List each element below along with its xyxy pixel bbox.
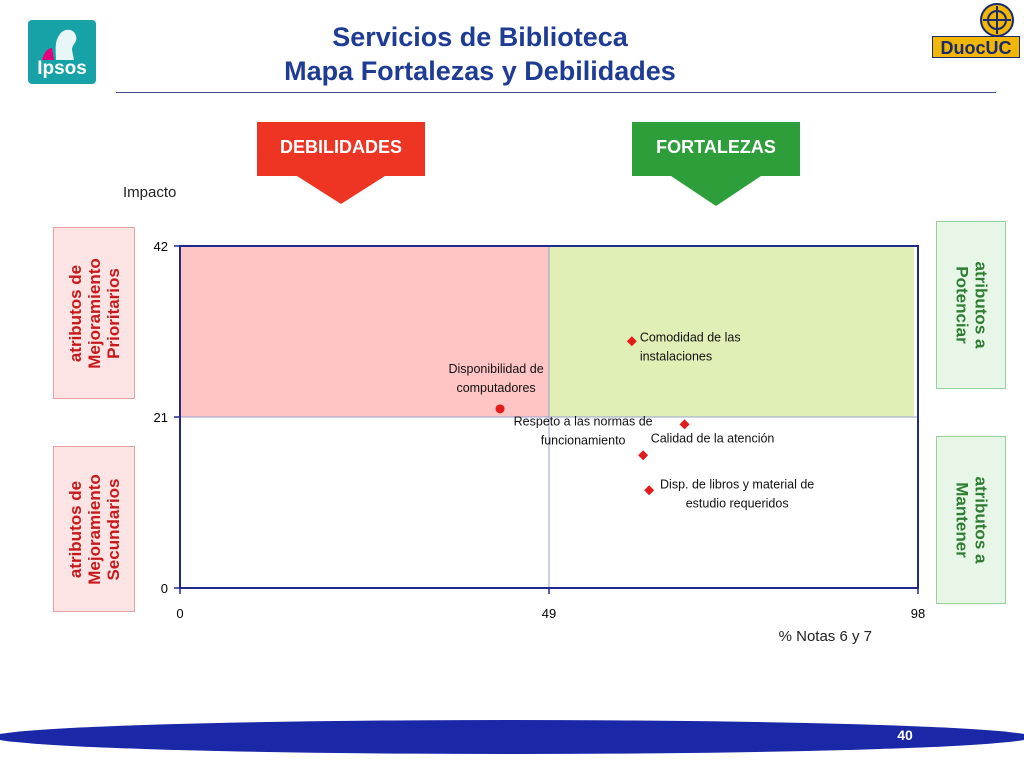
data-point [626, 336, 637, 347]
footer-band [0, 720, 1024, 754]
duocuc-logo: DuocUC [932, 2, 1020, 58]
y-tick-label: 21 [154, 410, 168, 425]
title-line-2: Mapa Fortalezas y Debilidades [284, 56, 676, 86]
data-label: estudio requeridos [686, 496, 789, 510]
header-divider [116, 92, 996, 93]
x-axis-label: % Notas 6 y 7 [779, 628, 872, 645]
data-label: computadores [456, 381, 535, 395]
data-point [495, 404, 505, 414]
data-label: funcionamiento [541, 433, 626, 447]
side-label-maintain: atributos a Mantener [936, 436, 1006, 604]
data-label: instalaciones [640, 349, 712, 363]
duocuc-logo-text: DuocUC [932, 36, 1020, 58]
strengths-arrow-label: FORTALEZAS [632, 122, 800, 176]
weaknesses-arrow-head [297, 176, 385, 204]
strength-zone [549, 246, 914, 417]
data-label: Disp. de libros y material de [660, 477, 814, 491]
side-label-secondary-improvement: atributos de Mejoramiento Secundarios [53, 446, 135, 612]
data-label: Disponibilidad de [448, 362, 543, 376]
side-label-enhance: atributos a Potenciar [936, 221, 1006, 389]
ipsos-logo: Ipsos [28, 20, 96, 84]
title-line-1: Servicios de Biblioteca [332, 22, 628, 52]
weakness-zone [180, 246, 549, 417]
y-tick-label: 42 [154, 239, 168, 254]
data-point [679, 419, 690, 430]
x-tick-label: 98 [911, 606, 925, 621]
data-label: Comodidad de las [640, 330, 741, 344]
data-label: Respeto a las normas de [514, 414, 653, 428]
x-tick-label: 49 [542, 606, 556, 621]
data-point [644, 485, 655, 496]
y-axis-label: Impacto [123, 184, 176, 201]
data-label: Calidad de la atención [651, 431, 775, 445]
strengths-arrow-head [671, 176, 761, 206]
data-point [638, 450, 649, 461]
x-tick-label: 0 [176, 606, 183, 621]
y-tick-label: 0 [161, 581, 168, 596]
page-number: 40 [897, 727, 913, 743]
side-label-priority-improvement: atributos de Mejoramiento Prioritarios [53, 227, 135, 399]
ipsos-figure-icon [42, 29, 77, 60]
weaknesses-arrow-label: DEBILIDADES [257, 122, 425, 176]
page-title: Servicios de Biblioteca Mapa Fortalezas … [150, 20, 810, 88]
ipsos-logo-text: Ipsos [37, 58, 87, 79]
